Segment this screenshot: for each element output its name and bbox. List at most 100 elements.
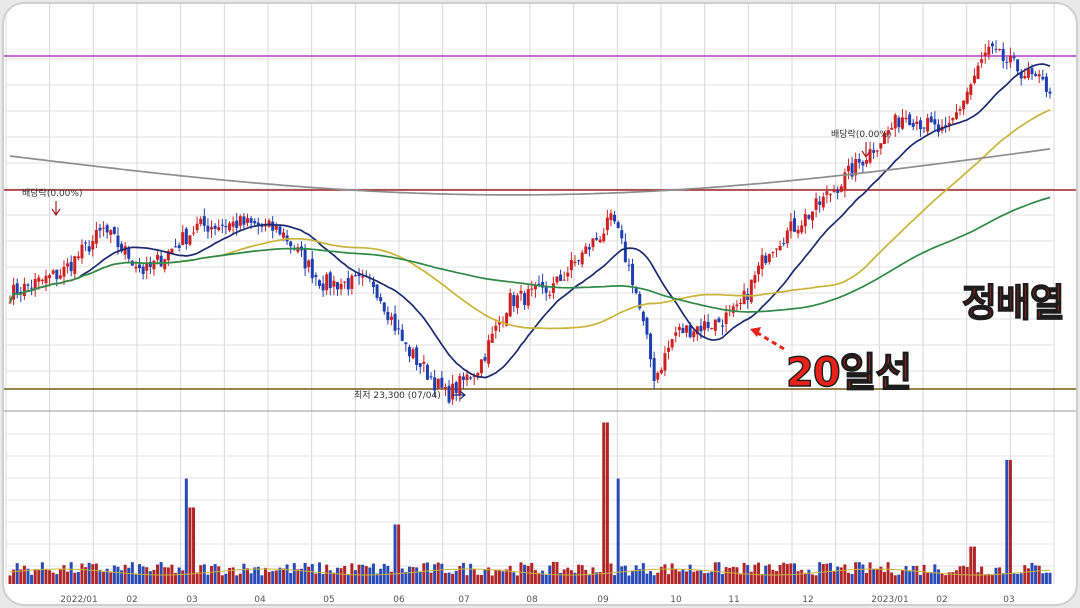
volume-bar [900, 570, 904, 584]
volume-bar [156, 564, 160, 584]
candle-body [8, 302, 12, 304]
volume-bar [519, 562, 523, 584]
candle-body [821, 196, 825, 208]
candle-body [814, 198, 818, 210]
candle-body [156, 254, 160, 260]
volume-bar [879, 566, 883, 584]
volume-bar [217, 566, 221, 584]
candle-body [577, 260, 581, 262]
candle-body [634, 288, 638, 294]
candle-body [152, 260, 156, 270]
candle-body [458, 375, 462, 396]
volume-bar [573, 572, 577, 584]
candle-body [551, 283, 555, 293]
volume-bar [382, 563, 386, 584]
volume-bar [163, 567, 167, 584]
dividend-arrow-right [861, 142, 871, 159]
volume-bar [875, 568, 879, 584]
volume-bar [703, 573, 707, 584]
candle-body [605, 217, 609, 231]
volume-bar [559, 572, 563, 584]
candle-body [562, 279, 566, 281]
volume-bar [685, 571, 689, 584]
candle-body [652, 358, 656, 381]
volume-bar [908, 571, 912, 584]
candle-body [1044, 76, 1048, 92]
candle-body [51, 270, 55, 274]
candle-body [335, 282, 339, 290]
candle-body [706, 322, 710, 328]
volume-bar [861, 564, 865, 584]
volume-bar [994, 567, 998, 584]
volume-bar [1012, 572, 1016, 584]
candle-body [102, 227, 106, 229]
candle-body [170, 248, 174, 254]
volume-bar [350, 563, 354, 584]
volume-bar [37, 569, 41, 584]
volume-bar [130, 562, 134, 584]
candle-body [260, 225, 264, 227]
volume-bar [872, 569, 876, 584]
candle-body [699, 325, 703, 332]
volume-bar [271, 571, 275, 584]
volume-bar [944, 575, 948, 584]
candle-body [386, 311, 390, 321]
volume-bar [422, 563, 426, 584]
candle-body [951, 118, 955, 121]
x-tick-label: 03 [1003, 595, 1014, 604]
volume-bar [490, 575, 494, 584]
candle-body [742, 290, 746, 305]
volume-bar [375, 573, 379, 584]
candle-body [739, 303, 743, 305]
candle-body [188, 235, 192, 245]
volume-bar [555, 561, 559, 584]
candle-body [764, 255, 768, 264]
candle-body [98, 227, 102, 231]
x-axis-ticks: 2022/01 02 03 04 05 06 07 08 09 10 11 12 2023/01 02 03 [60, 595, 1014, 604]
volume-bar [987, 573, 991, 584]
candle-body [1023, 76, 1027, 79]
volume-bar [965, 567, 969, 584]
candle-body [749, 279, 753, 303]
x-tick-label: 2022/01 [60, 595, 97, 604]
candle-body [112, 226, 116, 234]
candle-body [1034, 74, 1038, 76]
volume-bar [757, 562, 761, 584]
candle-body [116, 235, 120, 248]
volume-bar [1048, 572, 1052, 584]
candle-body [972, 75, 976, 83]
candle-body [217, 227, 221, 231]
candle-body [515, 295, 519, 308]
candle-body [415, 347, 419, 365]
volume-bar [411, 567, 415, 584]
volume-bar [821, 564, 825, 584]
candle-body [242, 216, 246, 225]
volume-bar [1001, 573, 1005, 584]
candle-body [595, 237, 599, 240]
candle-body [958, 108, 962, 111]
candle-body [145, 263, 149, 271]
candle-body [123, 246, 127, 255]
volume-bar [76, 571, 80, 584]
volume-bar [645, 573, 649, 584]
volume-bar [782, 562, 786, 584]
volume-bar [206, 574, 210, 584]
volume-bar [487, 567, 491, 584]
candle-body [1026, 68, 1030, 78]
candle-body [508, 293, 512, 317]
x-tick-label: 12 [802, 595, 813, 604]
candle-body [271, 221, 275, 231]
candle-body [307, 260, 311, 268]
volume-bar [706, 572, 710, 584]
volume-bar [264, 567, 268, 584]
volume-bar [1041, 573, 1045, 584]
volume-bar [649, 571, 653, 584]
volume-bar [436, 562, 440, 584]
volume-bar [789, 563, 793, 584]
volume-bar [497, 569, 501, 584]
volume-bar [159, 562, 163, 584]
volume-bar [893, 575, 897, 584]
volume-bar [310, 564, 314, 584]
volume-bar [332, 572, 336, 584]
